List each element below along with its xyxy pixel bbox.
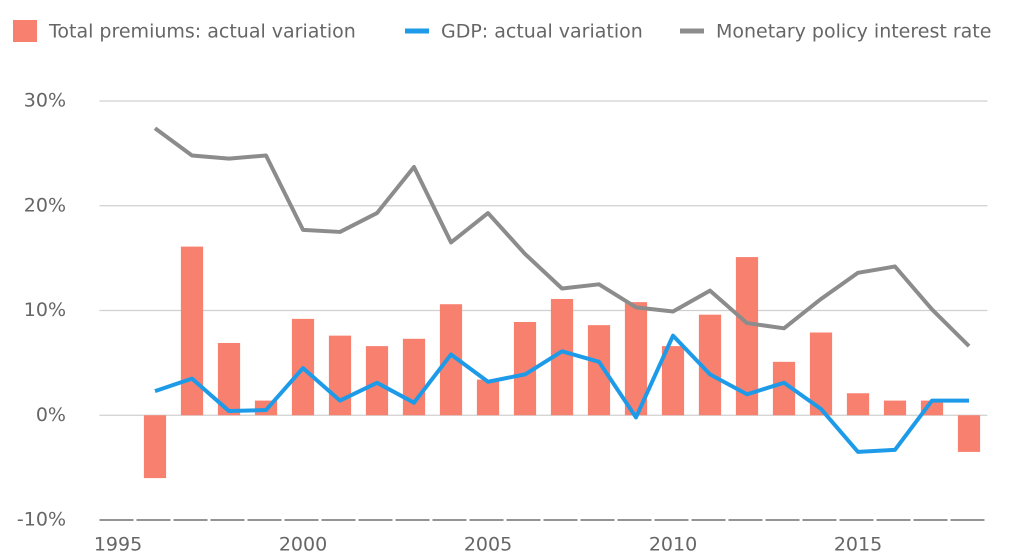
bar — [328, 335, 352, 416]
bar — [883, 400, 907, 416]
bar — [846, 393, 870, 416]
x-tick-label: 2005 — [464, 534, 512, 554]
bar — [180, 246, 204, 416]
y-tick-label: 10% — [24, 299, 66, 321]
line — [153, 126, 971, 348]
y-tick-label: -10% — [17, 509, 66, 531]
legend-label: GDP: actual variation — [441, 21, 643, 43]
bar — [661, 346, 685, 416]
bar — [550, 298, 574, 416]
legend-swatch — [13, 20, 37, 42]
bar — [698, 314, 722, 416]
y-tick-label: 0% — [36, 404, 66, 426]
y-tick-label: 20% — [24, 194, 66, 216]
bar — [439, 304, 463, 416]
bar — [476, 379, 500, 416]
line — [154, 333, 969, 454]
bar — [513, 322, 537, 416]
bar — [143, 415, 167, 479]
y-tick-label: 30% — [24, 90, 66, 112]
bar — [957, 415, 981, 452]
bar — [587, 325, 611, 416]
x-tick-label: 2010 — [649, 534, 697, 554]
bar — [217, 342, 241, 416]
bar — [735, 257, 759, 416]
x-tick-label: 2000 — [279, 534, 327, 554]
bar — [809, 332, 833, 416]
x-tick-label: 1995 — [94, 534, 142, 554]
bar — [624, 302, 648, 416]
x-tick-label: 2015 — [834, 534, 882, 554]
legend-label: Monetary policy interest rate — [716, 21, 991, 43]
bar — [920, 400, 944, 416]
bar — [772, 361, 796, 416]
legend-label: Total premiums: actual variation — [48, 21, 356, 43]
bar — [365, 346, 389, 416]
